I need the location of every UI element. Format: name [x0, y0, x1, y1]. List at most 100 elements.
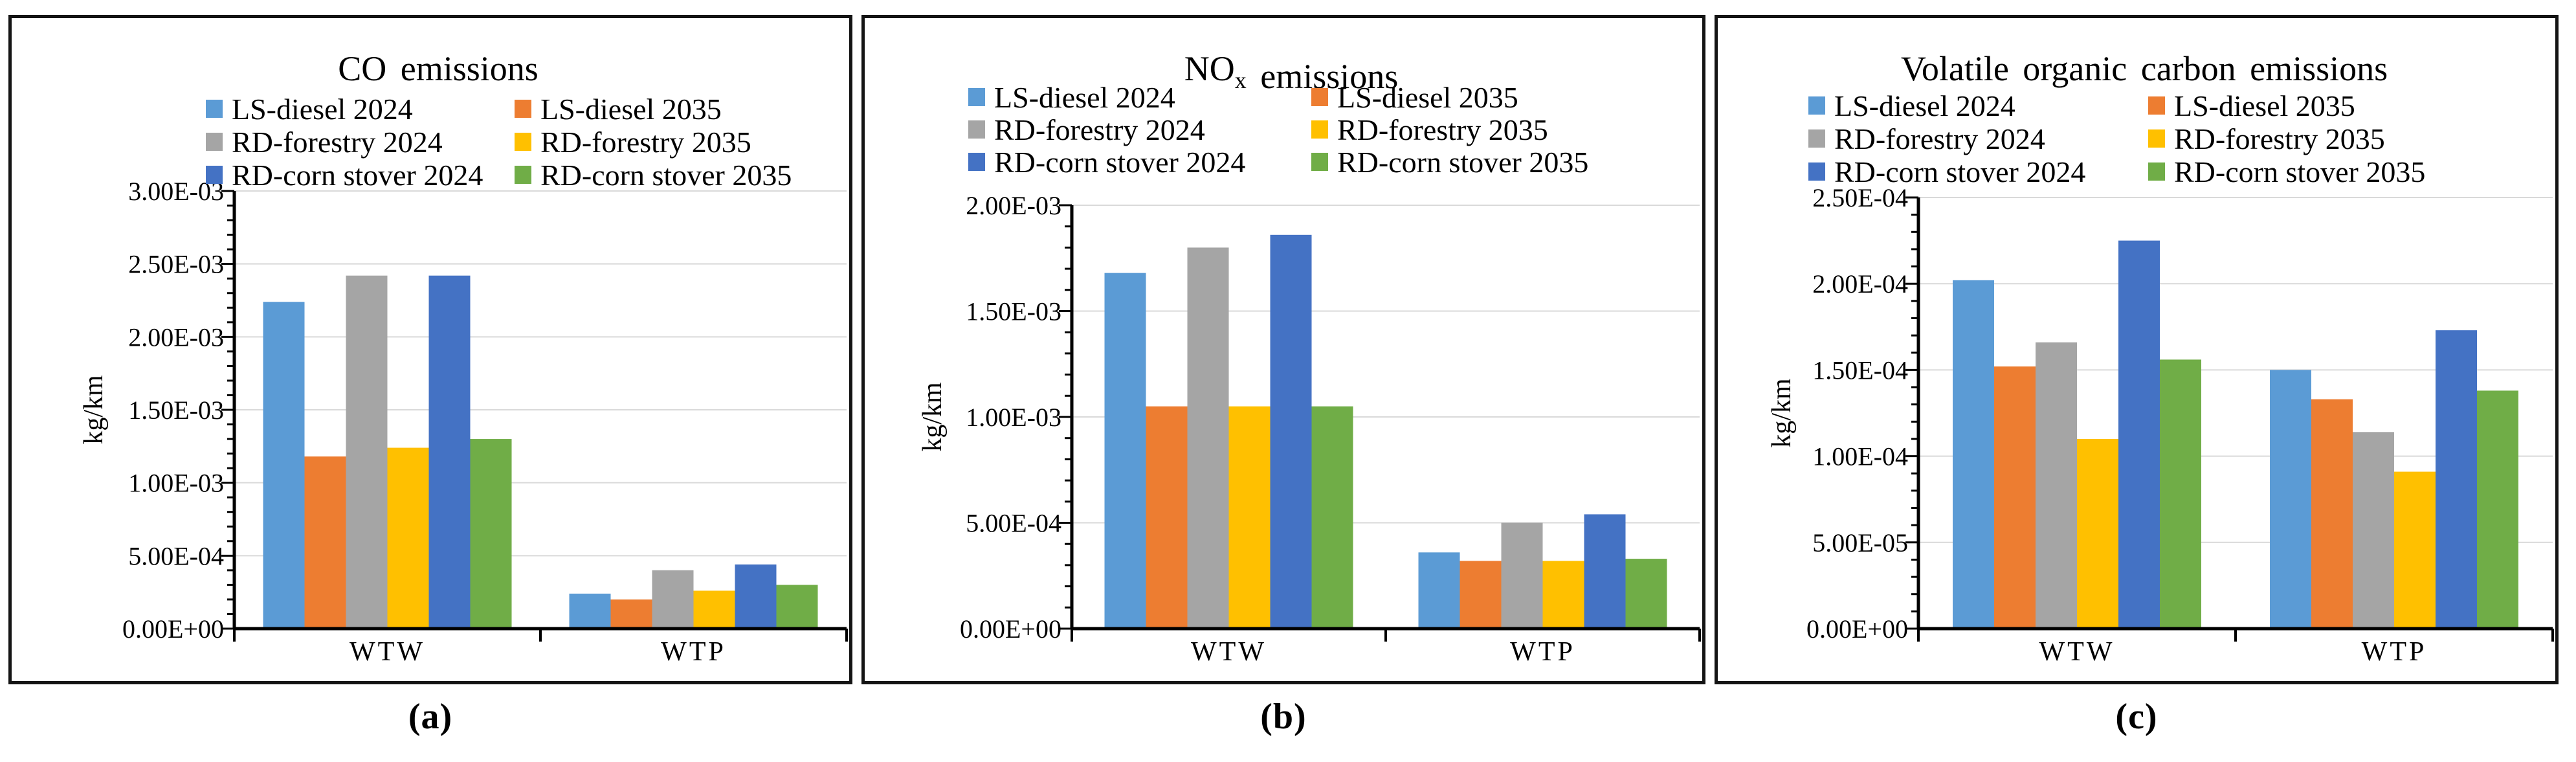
bar-WTP-LS-diesel-2024: [2270, 370, 2311, 629]
legend-label: RD-corn stover 2024: [994, 146, 1245, 179]
y-tick-label: 0.00E+00: [122, 614, 224, 644]
bar-WTP-RD-corn-stover-2035: [2477, 390, 2518, 629]
y-tick-label: 2.50E-04: [1812, 183, 1908, 212]
legend-swatch: [1808, 129, 1825, 148]
legend-swatch: [1311, 153, 1328, 171]
legend-swatch: [968, 120, 985, 139]
y-tick-label: 2.00E-03: [966, 191, 1061, 220]
y-tick-label: 0.00E+00: [960, 614, 1061, 644]
legend-label: LS-diesel 2024: [994, 81, 1175, 114]
bar-WTP-RD-forestry-2035: [2394, 471, 2436, 629]
y-tick-label: 5.00E-05: [1812, 528, 1908, 557]
bar-WTW-RD-forestry-2024: [1187, 247, 1229, 629]
legend: LS-diesel 2024 LS-diesel 2035RD-forestry …: [1808, 89, 2425, 188]
legend-label: RD-forestry 2035: [540, 126, 751, 159]
bar-WTW-RD-corn-stover-2035: [470, 439, 512, 629]
y-axis-labels: 0.00E+00 5.00E-04 1.00E-03 1.50E-03 2.00E-03…: [122, 177, 224, 644]
y-axis-ticks: [1905, 196, 1918, 630]
y-tick-label: 2.00E-03: [128, 322, 224, 352]
bar-WTW-LS-diesel-2024: [1104, 273, 1146, 629]
x-category-label: WTW: [350, 637, 425, 667]
bar-WTP-RD-forestry-2024: [1501, 522, 1543, 629]
caption-row: (a) (b) (c): [0, 684, 2576, 737]
bar-WTP-LS-diesel-2035: [610, 599, 652, 629]
bar-WTP-RD-corn-stover-2024: [2436, 330, 2477, 629]
y-axis-unit-label: kg/km: [918, 382, 948, 452]
bar-WTW-RD-forestry-2024: [2036, 342, 2077, 629]
bar-WTW-RD-forestry-2035: [387, 447, 429, 629]
figure-panels: 0.00E+00 5.00E-04 1.00E-03 1.50E-03 2.00E-03…: [8, 15, 2559, 684]
bar-WTW-RD-corn-stover-2035: [2160, 359, 2201, 629]
bar-WTP-LS-diesel-2035: [1460, 561, 1502, 629]
y-tick-label: 2.50E-03: [128, 250, 224, 279]
legend-label: LS-diesel 2024: [232, 93, 413, 126]
y-tick-label: 1.50E-03: [128, 396, 224, 425]
x-category-label: WTW: [2039, 637, 2115, 667]
legend-swatch: [206, 166, 223, 184]
legend-swatch: [2148, 129, 2165, 148]
bar-WTW-RD-forestry-2024: [346, 275, 388, 629]
y-tick-label: 5.00E-04: [128, 541, 224, 570]
y-tick-label: 0.00E+00: [1806, 614, 1908, 644]
bar-WTW-RD-corn-stover-2024: [1270, 234, 1312, 629]
bars: [263, 275, 818, 629]
y-axis-ticks: [1059, 204, 1072, 630]
bar-WTW-RD-corn-stover-2035: [1311, 406, 1353, 629]
legend-label: RD-corn stover 2035: [2174, 155, 2425, 188]
legend-label: RD-forestry 2024: [232, 126, 443, 159]
legend-label: LS-diesel 2024: [1834, 89, 2015, 122]
legend-swatch: [515, 133, 531, 151]
legend: LS-diesel 2024 LS-diesel 2035 RD-forestry …: [968, 81, 1588, 179]
bar-WTP-LS-diesel-2035: [2311, 399, 2353, 629]
legend-swatch: [515, 166, 531, 184]
bar-WTP-RD-corn-stover-2024: [735, 564, 777, 629]
bars: [1953, 240, 2518, 629]
chart-title: NOx emissions: [1184, 49, 1399, 96]
legend-swatch: [1311, 88, 1328, 106]
panel-b-nox-emissions: 0.00E+00 5.00E-04 1.00E-03 1.50E-03 2.00E-03…: [861, 15, 1705, 684]
legend-swatch: [515, 100, 531, 118]
bar-WTW-LS-diesel-2035: [304, 456, 346, 629]
bar-WTW-LS-diesel-2035: [1146, 406, 1188, 629]
chart-title: CO emissions: [338, 49, 539, 88]
bar-WTP-RD-forestry-2035: [693, 590, 735, 629]
chart-b-nox-emissions: 0.00E+00 5.00E-04 1.00E-03 1.50E-03 2.00E-03…: [918, 49, 1701, 667]
y-tick-label: 1.00E-04: [1812, 442, 1908, 471]
legend-label: RD-forestry 2035: [2174, 122, 2385, 155]
legend-label: RD-corn stover 2024: [1834, 155, 2085, 188]
y-tick-label: 2.00E-04: [1812, 269, 1908, 298]
legend-label: RD-forestry 2024: [994, 113, 1205, 146]
legend-label: RD-corn stover 2035: [1337, 146, 1588, 179]
bar-WTP-LS-diesel-2024: [569, 593, 611, 629]
panel-a-co-emissions: 0.00E+00 5.00E-04 1.00E-03 1.50E-03 2.00E-03…: [8, 15, 852, 684]
y-tick-label: 1.00E-03: [128, 469, 224, 498]
bar-WTW-LS-diesel-2024: [1953, 280, 1994, 629]
bar-WTP-RD-forestry-2024: [2353, 432, 2394, 629]
y-tick-label: 1.00E-03: [966, 403, 1061, 432]
legend-swatch: [206, 133, 223, 151]
x-category-label: WTW: [1191, 637, 1267, 667]
legend-swatch: [1808, 96, 1825, 115]
y-tick-label: 1.50E-03: [966, 297, 1061, 326]
legend-label: LS-diesel 2035: [1337, 81, 1518, 114]
legend: LS-diesel 2024 LS-diesel 2035RD-forestry …: [206, 93, 792, 192]
legend-swatch: [2148, 96, 2165, 115]
legend-swatch: [968, 153, 985, 171]
bar-WTW-RD-forestry-2035: [1228, 406, 1271, 629]
bar-WTW-LS-diesel-2035: [1994, 366, 2036, 629]
x-category-label: WTP: [2362, 637, 2427, 667]
y-axis-unit-label: kg/km: [79, 375, 109, 445]
bar-WTP-LS-diesel-2024: [1418, 552, 1460, 629]
panel-c-voc-emissions: 0.00E+00 5.00E-05 1.00E-04 1.50E-04 2.00E-04…: [1715, 15, 2559, 684]
legend-label: LS-diesel 2035: [540, 93, 722, 126]
caption-b: (b): [1260, 697, 1307, 737]
legend-label: LS-diesel 2035: [2174, 89, 2355, 122]
bar-WTP-RD-corn-stover-2024: [1584, 514, 1626, 629]
x-category-label: WTP: [1510, 637, 1575, 667]
legend-swatch: [968, 88, 985, 106]
y-axis-unit-label: kg/km: [1767, 378, 1797, 448]
bar-WTP-RD-forestry-2035: [1542, 561, 1584, 629]
legend-swatch: [1808, 162, 1825, 181]
chart-c-voc-emissions: 0.00E+00 5.00E-05 1.00E-04 1.50E-04 2.00E-04…: [1767, 49, 2554, 667]
